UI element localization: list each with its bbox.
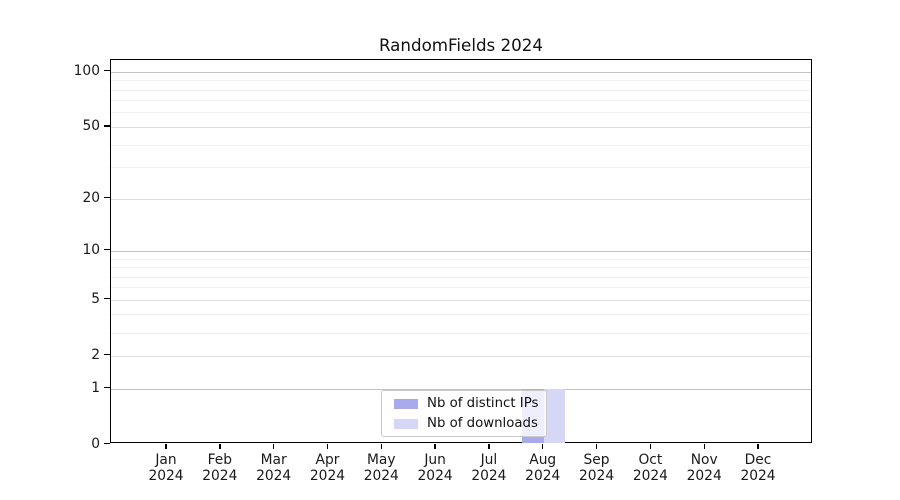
minor-gridline [111, 258, 811, 260]
x-tick-label-month: Jun [424, 451, 446, 468]
major-gridline [111, 126, 811, 128]
x-tick-mark [326, 443, 329, 449]
y-tick-label: 5 [91, 290, 100, 307]
x-tick-mark [380, 443, 382, 449]
x-tick-label-year: 2024 [740, 468, 776, 484]
x-tick-mark [542, 443, 544, 449]
x-tick-label-month: Sep [583, 451, 610, 468]
x-tick-label-month: Nov [690, 451, 718, 468]
x-tick-label-month: Aug [529, 451, 557, 468]
x-tick-label: Jan 2024 [138, 452, 194, 485]
x-tick-label-year: 2024 [417, 468, 453, 484]
legend-swatch-distinct-ips [394, 398, 418, 409]
x-tick-mark [434, 443, 436, 449]
minor-gridline [111, 314, 811, 316]
legend-label-downloads: Nb of downloads [427, 416, 538, 431]
y-tick-mark [104, 69, 110, 72]
y-tick-label: 10 [82, 241, 100, 258]
x-tick-mark [219, 443, 221, 449]
x-tick-mark [165, 443, 167, 449]
x-tick-label-month: Oct [638, 451, 663, 468]
major-gridline [111, 250, 811, 252]
x-tick-mark [757, 443, 759, 449]
y-tick-mark [104, 196, 110, 199]
x-tick-label: Oct 2024 [622, 452, 678, 485]
x-tick-label-year: 2024 [309, 468, 346, 484]
y-tick-label: 20 [82, 189, 100, 206]
plot-area [110, 59, 812, 444]
major-gridline [111, 71, 811, 73]
x-tick-label: Aug 2024 [515, 452, 571, 485]
minor-gridline [111, 100, 811, 102]
minor-gridline [111, 89, 811, 91]
x-tick-label-year: 2024 [578, 468, 615, 484]
major-gridline [111, 355, 811, 357]
x-tick-label: Dec 2024 [730, 452, 786, 485]
minor-gridline [111, 287, 811, 289]
y-tick-mark [104, 298, 110, 300]
y-tick-label: 1 [91, 379, 100, 396]
x-tick-label-month: Feb [207, 451, 233, 468]
x-tick-mark [272, 443, 275, 449]
legend: Nb of distinct IPs Nb of downloads [381, 390, 547, 437]
x-tick-label-year: 2024 [471, 468, 507, 484]
x-tick-mark [488, 443, 490, 449]
x-tick-label: Feb 2024 [192, 452, 248, 485]
x-tick-label-year: 2024 [632, 468, 668, 484]
y-tick-mark [104, 354, 110, 356]
y-tick-mark [104, 386, 110, 389]
y-tick-label: 100 [73, 62, 100, 79]
x-tick-label: May 2024 [353, 452, 409, 485]
x-tick-label-month: Jul [480, 451, 498, 468]
y-tick-mark [104, 125, 110, 127]
legend-swatch-downloads [394, 418, 418, 429]
x-tick-label: Sep 2024 [569, 452, 625, 485]
x-tick-label: Mar 2024 [246, 452, 302, 485]
major-gridline [111, 198, 811, 200]
x-tick-label-year: 2024 [256, 468, 292, 484]
x-tick-label-year: 2024 [363, 468, 399, 484]
x-tick-label-month: Apr [315, 451, 340, 468]
x-tick-mark [703, 443, 705, 449]
minor-gridline [111, 332, 811, 334]
x-tick-label-month: Dec [744, 451, 772, 468]
y-tick-label: 2 [91, 346, 100, 363]
y-tick-mark [104, 442, 110, 445]
minor-gridline [111, 276, 811, 278]
x-tick-mark [595, 443, 598, 449]
x-tick-label: Jun 2024 [407, 452, 463, 485]
legend-label-distinct-ips: Nb of distinct IPs [427, 396, 539, 411]
bar-downloads-aug [543, 388, 566, 444]
minor-gridline [111, 80, 811, 82]
minor-gridline [111, 112, 811, 114]
x-tick-label: Apr 2024 [299, 452, 355, 485]
y-tick-label: 0 [91, 435, 100, 452]
x-tick-label-month: Mar [260, 451, 287, 468]
x-tick-label: Nov 2024 [676, 452, 732, 485]
x-tick-label-year: 2024 [148, 468, 184, 484]
major-gridline [111, 388, 811, 390]
minor-gridline [111, 144, 811, 146]
y-tick-mark [104, 249, 110, 251]
y-tick-label: 50 [82, 117, 100, 134]
minor-gridline [111, 267, 811, 268]
chart-title: RandomFields 2024 [378, 35, 544, 55]
x-tick-label-month: Jan [155, 451, 177, 468]
x-tick-label-year: 2024 [686, 468, 722, 484]
x-tick-mark [649, 443, 652, 449]
x-tick-label: Jul 2024 [461, 452, 517, 485]
legend-item-distinct-ips: Nb of distinct IPs [394, 396, 546, 411]
minor-gridline [111, 167, 811, 169]
legend-item-downloads: Nb of downloads [394, 416, 546, 431]
major-gridline [111, 299, 811, 301]
x-tick-label-year: 2024 [202, 468, 238, 484]
x-tick-label-year: 2024 [525, 468, 561, 484]
x-tick-label-month: May [367, 451, 396, 468]
